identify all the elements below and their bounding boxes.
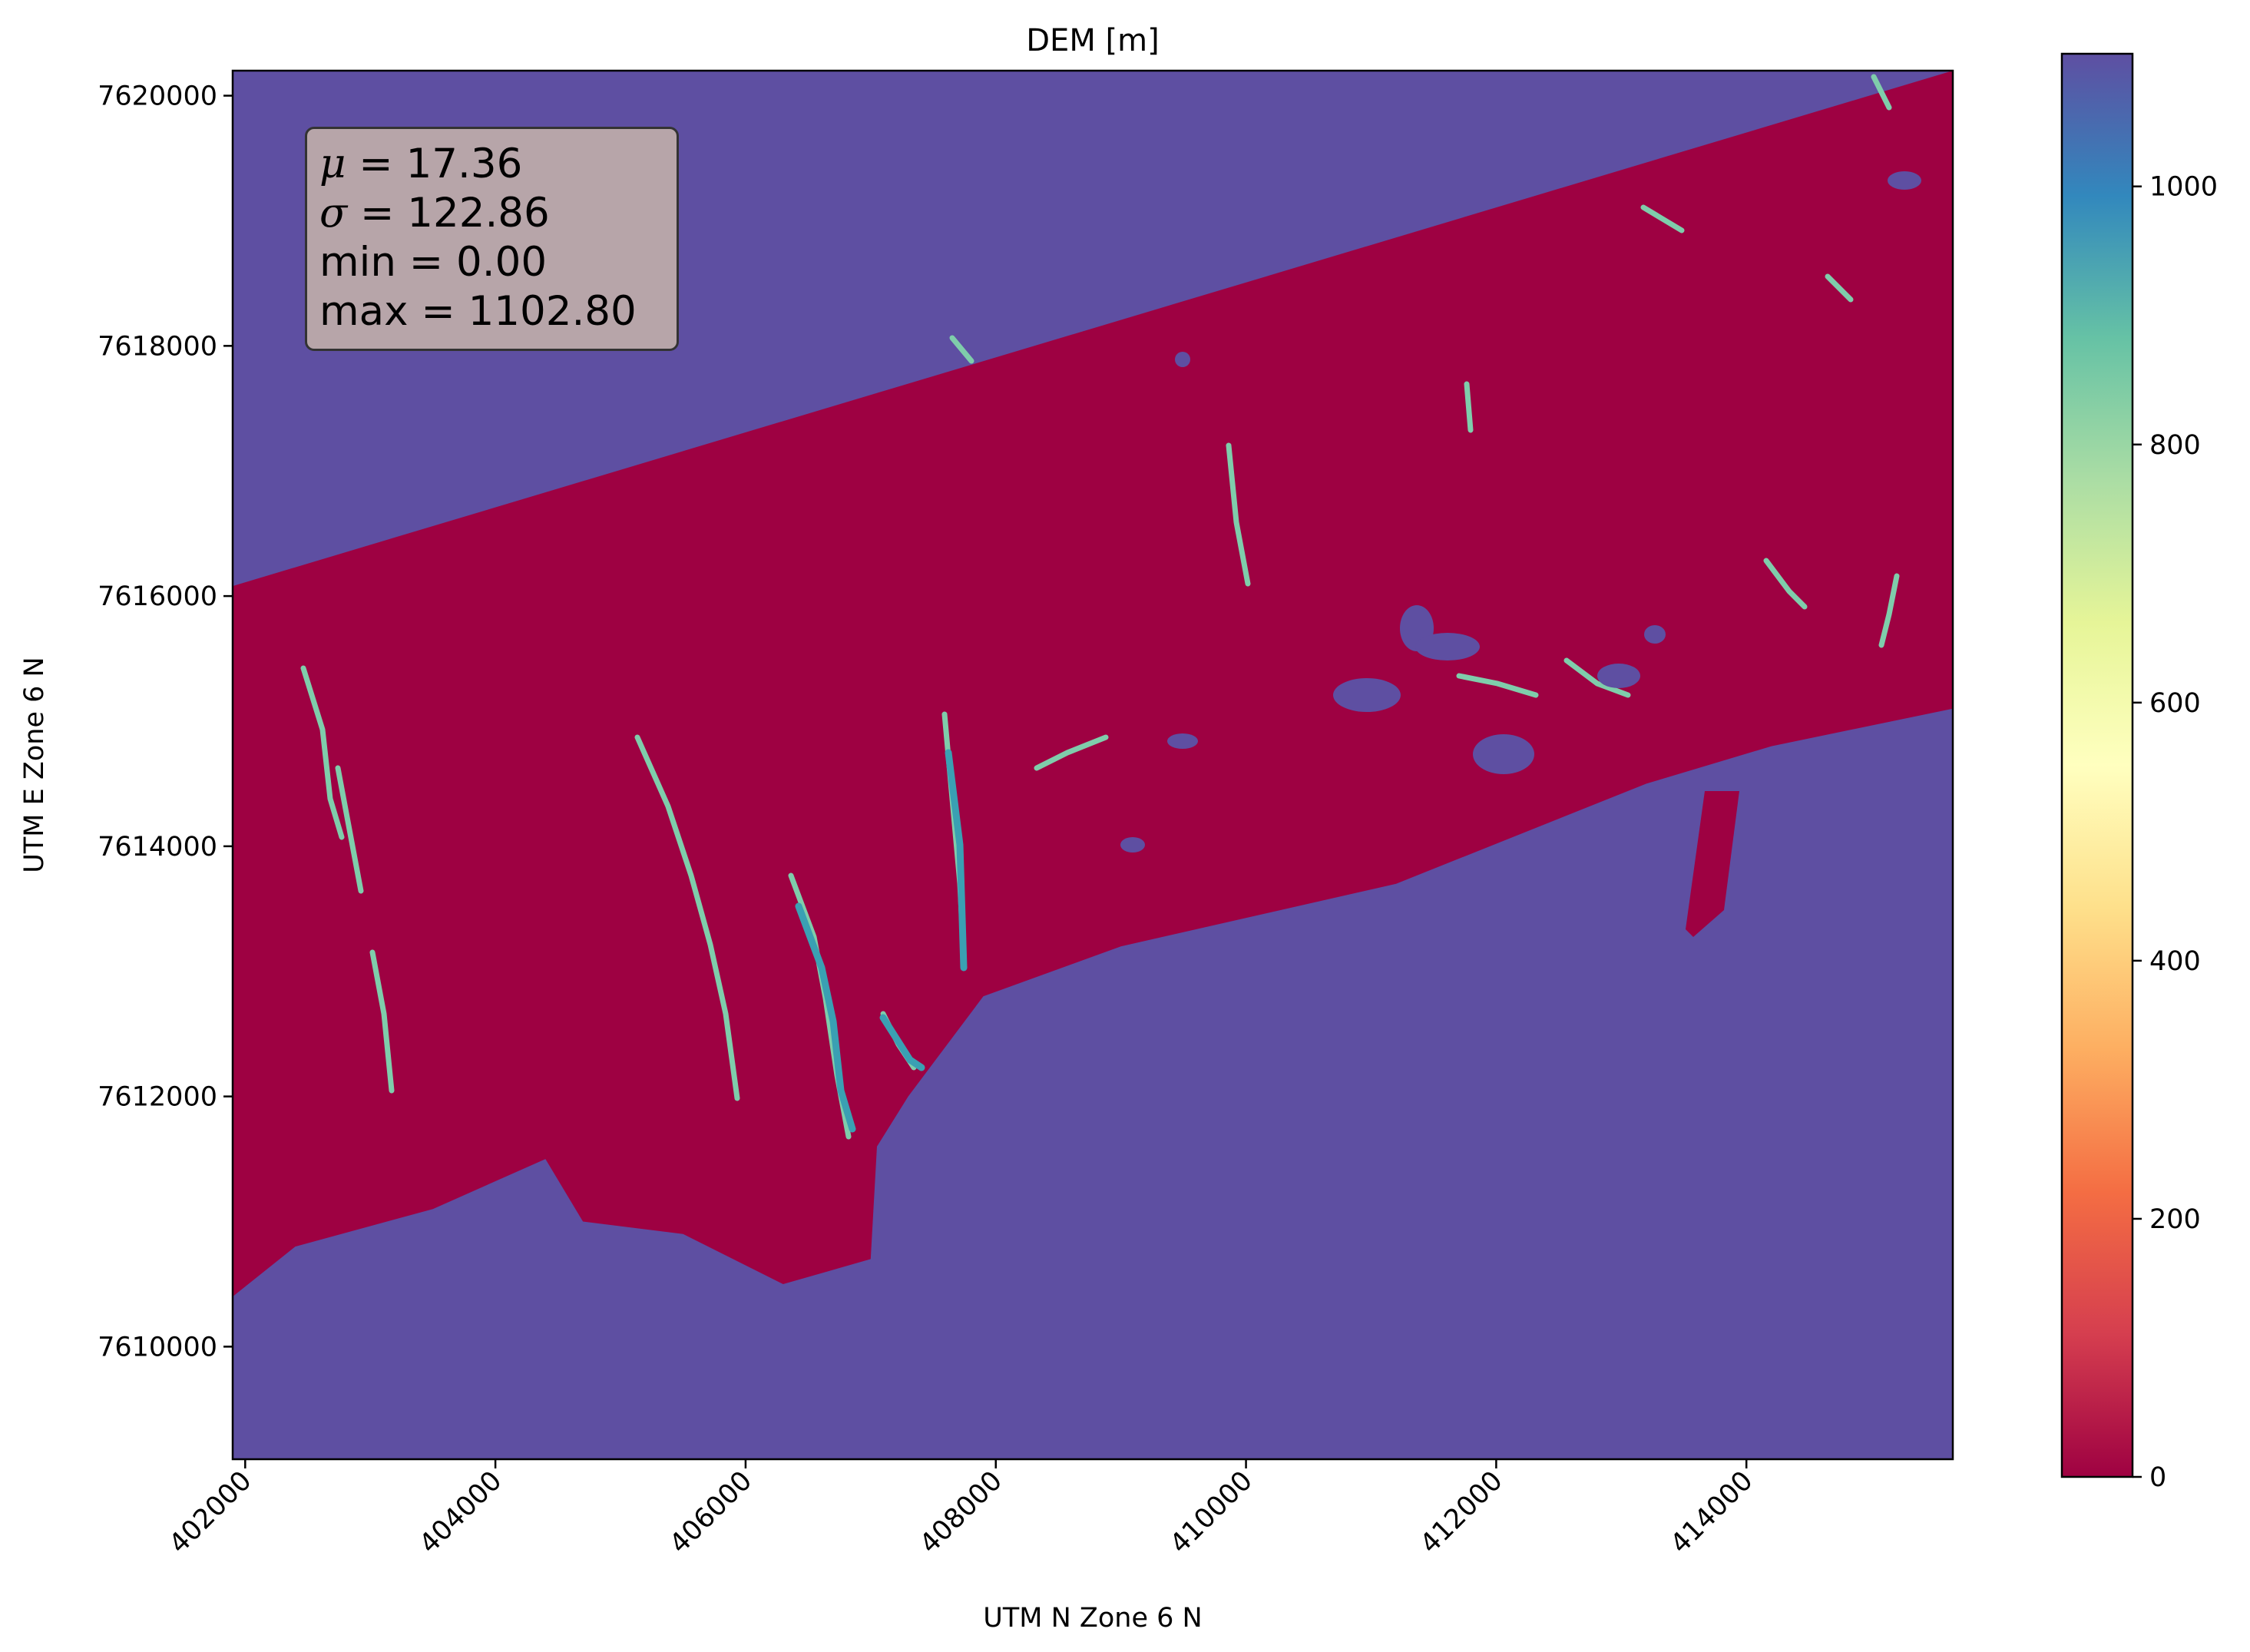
stat-std: σ = 122.86 — [319, 190, 550, 237]
x-tick-label: 402000 — [164, 1465, 258, 1560]
terrain-feature — [1034, 734, 1109, 771]
y-tick-label: 7618000 — [98, 331, 217, 362]
channel-feature — [795, 902, 856, 1133]
y-tick-label: 7612000 — [98, 1082, 217, 1113]
stat-min: min = 0.00 — [319, 239, 548, 286]
terrain-features — [300, 74, 1921, 1140]
chart-title: DEM [m] — [1026, 23, 1159, 58]
stat-max: max = 1102.80 — [319, 288, 637, 335]
terrain-extent — [233, 71, 1953, 1297]
x-tick-label: 404000 — [414, 1465, 508, 1560]
channel-feature — [945, 749, 968, 972]
colorbar-axis: 0 200 400 600 800 1000 — [2133, 172, 2218, 1493]
y-tick-label: 7620000 — [98, 81, 217, 112]
terrain-feature — [949, 335, 974, 364]
colorbar-tick-label: 1000 — [2149, 172, 2218, 203]
y-tick-label: 7610000 — [98, 1332, 217, 1362]
terrain-feature — [1456, 673, 1539, 698]
x-tick-label: 414000 — [1665, 1465, 1759, 1560]
terrain-feature — [1563, 657, 1631, 698]
terrain-feature — [1640, 204, 1685, 233]
lake-hole — [1333, 678, 1401, 712]
terrain-feature — [369, 949, 395, 1094]
lake-hole — [1888, 171, 1921, 190]
x-tick-label: 412000 — [1415, 1465, 1509, 1560]
lake-hole — [1597, 664, 1640, 688]
terrain-feature — [1226, 442, 1251, 587]
colorbar-tick-label: 200 — [2149, 1204, 2201, 1235]
lake-hole — [1175, 352, 1190, 367]
y-tick-label: 7616000 — [98, 581, 217, 612]
terrain-feature — [634, 734, 740, 1101]
y-tick-label: 7614000 — [98, 832, 217, 862]
y-axis: 7610000 7612000 7614000 7616000 7618000 76200… — [98, 81, 233, 1362]
terrain-feature — [1464, 381, 1474, 433]
x-axis: 402000 404000 406000 408000 410000 412000 4140… — [164, 1459, 1759, 1560]
x-tick-label: 408000 — [914, 1465, 1008, 1560]
terrain-feature — [1825, 273, 1854, 303]
channel-feature — [879, 1014, 925, 1071]
colorbar-tick-label: 400 — [2149, 946, 2201, 977]
y-axis-label: UTM E Zone 6 N — [19, 657, 50, 872]
lake-hole — [1167, 733, 1198, 749]
colorbar-tick-label: 600 — [2149, 688, 2201, 719]
colorbar-tick-label: 0 — [2149, 1462, 2166, 1493]
stats-box: μ = 17.36 σ = 122.86 min = 0.00 max = 11… — [305, 127, 679, 351]
colorbar-tick-label: 800 — [2149, 430, 2201, 461]
x-tick-label: 406000 — [664, 1465, 759, 1560]
lake-hole — [1644, 625, 1666, 644]
lake-hole — [1473, 734, 1534, 774]
x-tick-label: 410000 — [1164, 1465, 1259, 1560]
terrain-feature — [1871, 74, 1892, 111]
x-axis-label: UTM N Zone 6 N — [983, 1603, 1202, 1634]
terrain-strip — [1686, 791, 1739, 937]
terrain-feature — [300, 665, 345, 840]
terrain-feature — [1878, 573, 1900, 648]
colorbar — [2060, 52, 2134, 1478]
plot-frame — [231, 69, 1954, 1461]
terrain-feature — [1763, 558, 1808, 610]
stat-mean: μ = 17.36 — [319, 141, 523, 187]
lake-hole — [1120, 837, 1145, 852]
lake-hole — [1415, 633, 1480, 660]
terrain-feature — [335, 765, 364, 894]
